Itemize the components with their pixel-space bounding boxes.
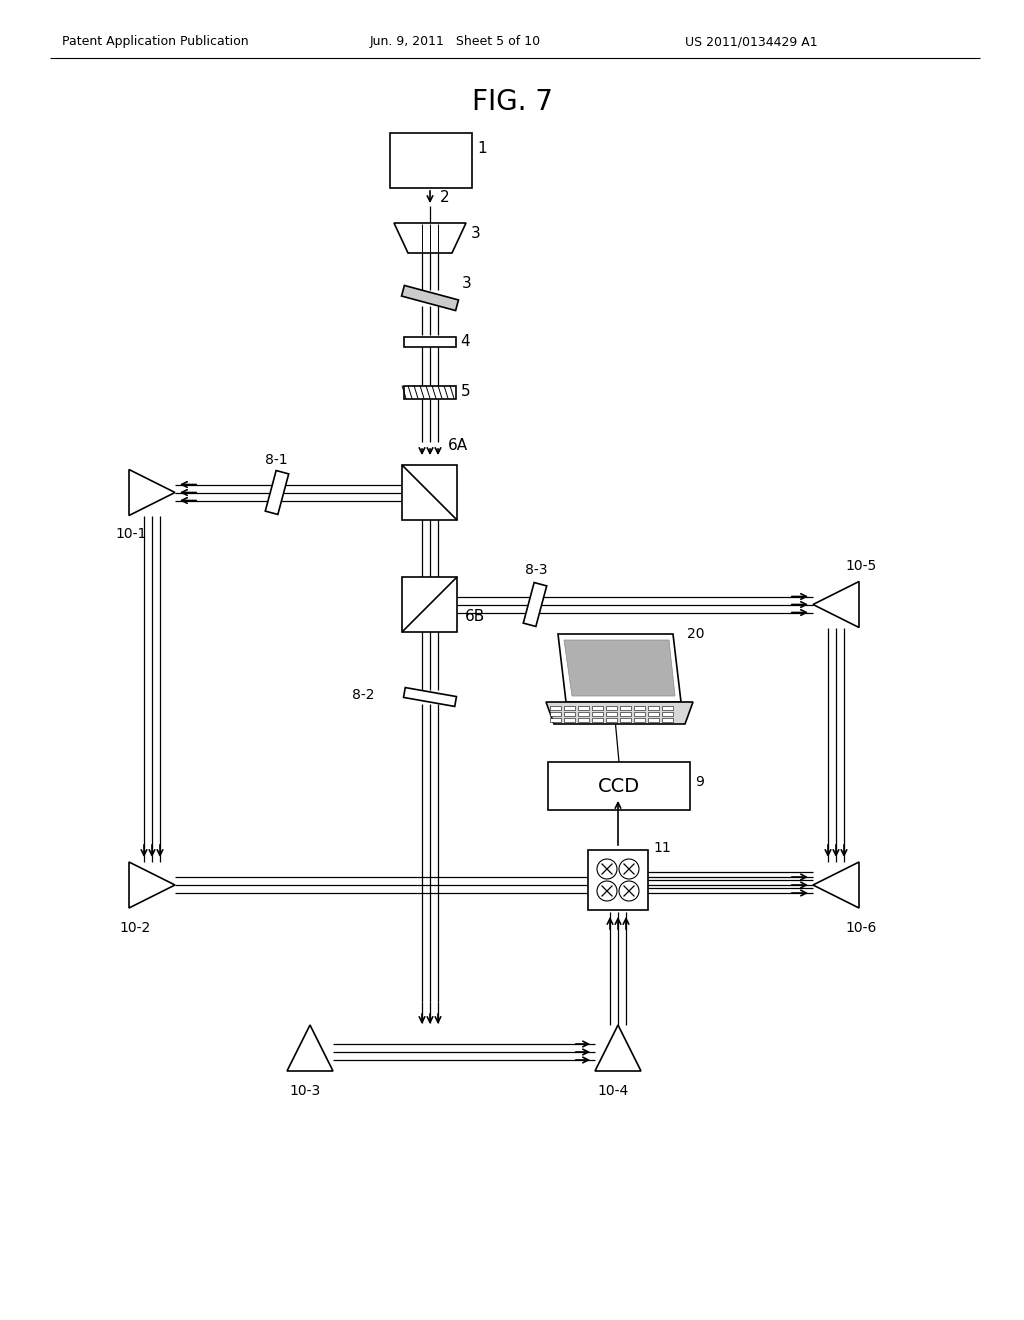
Bar (578, 718, 589, 722)
Bar (648, 706, 659, 710)
Text: FIG. 7: FIG. 7 (471, 88, 553, 116)
Text: 6A: 6A (449, 438, 468, 454)
Bar (564, 706, 575, 710)
Bar (548, 762, 690, 810)
Bar (662, 718, 673, 722)
Polygon shape (564, 640, 675, 696)
Bar (606, 718, 617, 722)
Bar (662, 706, 673, 710)
Text: 9: 9 (695, 775, 703, 789)
Text: 8-3: 8-3 (525, 564, 548, 578)
Bar (390, 133, 472, 187)
Bar (550, 711, 561, 715)
Text: 10-3: 10-3 (289, 1084, 321, 1098)
Bar (620, 718, 631, 722)
Polygon shape (129, 470, 175, 516)
Bar (634, 718, 645, 722)
Polygon shape (523, 582, 547, 627)
Bar (564, 718, 575, 722)
Text: 3: 3 (462, 276, 472, 292)
Polygon shape (401, 285, 459, 310)
Polygon shape (129, 862, 175, 908)
Text: 6B: 6B (465, 609, 485, 624)
Circle shape (597, 859, 617, 879)
Polygon shape (558, 634, 681, 702)
Text: 4: 4 (460, 334, 470, 350)
Polygon shape (813, 862, 859, 908)
Bar (634, 706, 645, 710)
Polygon shape (265, 470, 289, 515)
Bar (662, 711, 673, 715)
Bar (578, 711, 589, 715)
Text: 10-5: 10-5 (845, 558, 877, 573)
Text: 10-1: 10-1 (115, 527, 146, 540)
Polygon shape (546, 702, 693, 723)
Bar (404, 337, 456, 347)
Bar (550, 718, 561, 722)
Bar (550, 706, 561, 710)
Bar (606, 706, 617, 710)
Circle shape (618, 880, 639, 902)
Text: Jun. 9, 2011   Sheet 5 of 10: Jun. 9, 2011 Sheet 5 of 10 (370, 36, 541, 49)
Text: 10-2: 10-2 (119, 921, 151, 935)
Bar (588, 850, 648, 909)
Bar (578, 706, 589, 710)
Text: 5: 5 (461, 384, 471, 400)
Text: 3: 3 (471, 227, 480, 242)
Bar (402, 577, 457, 632)
Bar (620, 706, 631, 710)
Polygon shape (287, 1026, 333, 1071)
Text: US 2011/0134429 A1: US 2011/0134429 A1 (685, 36, 817, 49)
Text: 10-4: 10-4 (597, 1084, 629, 1098)
Polygon shape (595, 1026, 641, 1071)
Text: 10-6: 10-6 (845, 921, 877, 935)
Bar (402, 465, 457, 520)
Text: 20: 20 (687, 627, 705, 642)
Text: CCD: CCD (598, 776, 640, 796)
Bar (620, 711, 631, 715)
Bar (592, 711, 603, 715)
Polygon shape (403, 688, 457, 706)
Circle shape (618, 859, 639, 879)
Bar (606, 711, 617, 715)
Text: 11: 11 (653, 841, 671, 855)
Polygon shape (813, 582, 859, 627)
Bar (634, 711, 645, 715)
Polygon shape (394, 223, 466, 253)
Text: Patent Application Publication: Patent Application Publication (62, 36, 249, 49)
Bar (564, 711, 575, 715)
Bar (648, 711, 659, 715)
Bar (648, 718, 659, 722)
Bar (404, 385, 456, 399)
Text: 1: 1 (477, 141, 486, 156)
Circle shape (597, 880, 617, 902)
Text: 8-2: 8-2 (352, 688, 375, 702)
Text: 8-1: 8-1 (265, 454, 288, 467)
Bar (592, 706, 603, 710)
Bar (592, 718, 603, 722)
Text: 2: 2 (440, 190, 450, 206)
